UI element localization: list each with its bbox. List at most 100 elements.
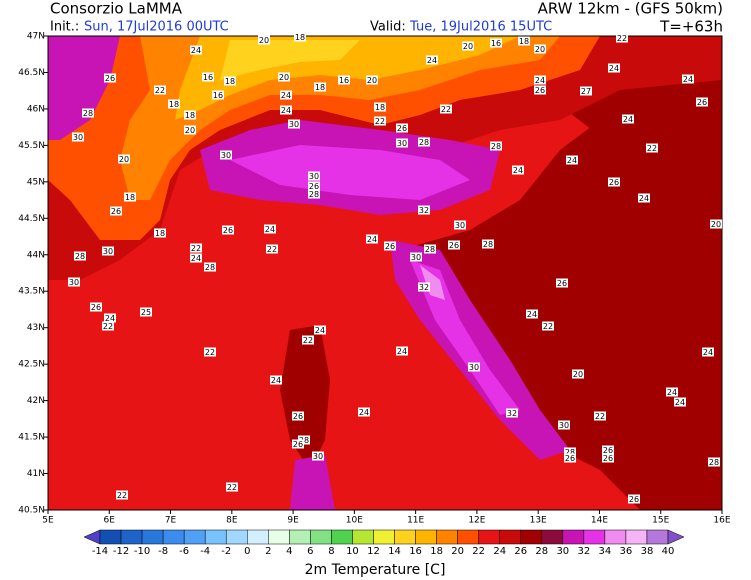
station-value: 32 [419, 283, 429, 292]
x-tick-label: 15E [652, 516, 669, 526]
station-box [314, 325, 326, 335]
colorbar-swatch [646, 529, 669, 545]
station-value: 24 [105, 314, 115, 323]
station-box [266, 244, 278, 254]
station-box [168, 99, 180, 109]
station-value: 20 [259, 36, 269, 45]
station-value: 30 [397, 139, 407, 148]
station-value: 26 [293, 440, 303, 449]
colorbar-label: 12 [367, 546, 380, 557]
colorbar-swatch [247, 529, 269, 545]
x-tick-label: 11E [407, 516, 424, 526]
colorbar-label: 4 [286, 546, 292, 557]
colorbar-swatch [373, 529, 395, 545]
station-value: 24 [567, 156, 577, 165]
station-box [314, 82, 326, 92]
station-value: 30 [289, 120, 299, 129]
station-box [646, 143, 658, 153]
station-value: 28 [75, 252, 85, 261]
colorbar-swatch [415, 529, 437, 545]
station-value: 26 [293, 412, 303, 421]
init-time: Sun, 17Jul2016 00UTC [84, 20, 229, 35]
colorbar-swatch [436, 529, 458, 545]
x-tick-label: 8E [226, 516, 238, 526]
station-value: 22 [155, 86, 165, 95]
station-value: 28 [83, 109, 93, 118]
station-box [110, 206, 122, 216]
station-value: 28 [425, 245, 435, 254]
colorbar-label: 34 [599, 546, 612, 557]
station-value: 16 [339, 76, 349, 85]
station-box [154, 85, 166, 95]
station-value: 18 [519, 37, 529, 46]
station-box [190, 243, 202, 253]
station-box [90, 302, 102, 312]
x-tick-label: 13E [530, 516, 547, 526]
station-box [302, 335, 314, 345]
colorbar-swatch [457, 529, 479, 545]
station-box [534, 44, 546, 54]
station-value: 22 [441, 105, 451, 114]
station-value: 28 [483, 240, 493, 249]
station-box [608, 63, 620, 73]
station-value: 16 [203, 73, 213, 82]
station-box [288, 119, 300, 129]
station-value: 18 [295, 33, 305, 42]
station-box [204, 347, 216, 357]
station-value: 24 [535, 76, 545, 85]
station-box [104, 313, 116, 323]
station-value: 28 [709, 458, 719, 467]
station-box [224, 76, 236, 86]
station-value: 22 [595, 412, 605, 421]
station-box [222, 225, 234, 235]
station-box [424, 244, 436, 254]
station-box [308, 181, 320, 191]
colorbar-label: 18 [430, 546, 443, 557]
station-value: 26 [91, 303, 101, 312]
station-box [594, 411, 606, 421]
station-value: 26 [385, 242, 395, 251]
station-value: 26 [629, 495, 639, 504]
y-tick-label: 42N [27, 396, 45, 406]
colorbar-label: -14 [92, 546, 108, 557]
station-box [468, 362, 480, 372]
station-value: 22 [227, 483, 237, 492]
station-box [72, 132, 84, 142]
colorbar-swatch [99, 529, 122, 545]
station-value: 26 [557, 279, 567, 288]
station-value: 32 [507, 409, 517, 418]
station-value: 27 [581, 87, 591, 96]
colorbar-swatch [604, 529, 627, 545]
y-tick-label: 46N [27, 104, 45, 114]
station-value: 18 [169, 100, 179, 109]
station-value: 16 [213, 91, 223, 100]
station-box [622, 114, 634, 124]
station-value: 24 [281, 106, 291, 115]
station-box [280, 90, 292, 100]
station-value: 28 [309, 190, 319, 199]
y-tick-label: 44.5N [18, 214, 45, 224]
station-box [258, 35, 270, 45]
station-box [448, 240, 460, 250]
station-value: 26 [309, 182, 319, 191]
station-box [358, 407, 370, 417]
station-box [68, 277, 80, 287]
colorbar-label: 16 [409, 546, 422, 557]
station-value: 20 [711, 220, 721, 229]
colorbar-swatch [225, 529, 248, 545]
station-box [566, 155, 578, 165]
station-box [396, 138, 408, 148]
station-value: 30 [455, 221, 465, 230]
station-box [418, 137, 430, 147]
station-value: 28 [565, 448, 575, 457]
station-box [602, 445, 614, 455]
init-label: Init.: [50, 20, 79, 35]
station-value: 30 [313, 452, 323, 461]
colorbar-swatch [289, 529, 311, 545]
station-value: 22 [267, 245, 277, 254]
station-value: 20 [463, 42, 473, 51]
station-value: 24 [427, 56, 437, 65]
station-value: 22 [191, 244, 201, 253]
station-value: 18 [155, 229, 165, 238]
x-tick-label: 9E [287, 516, 299, 526]
